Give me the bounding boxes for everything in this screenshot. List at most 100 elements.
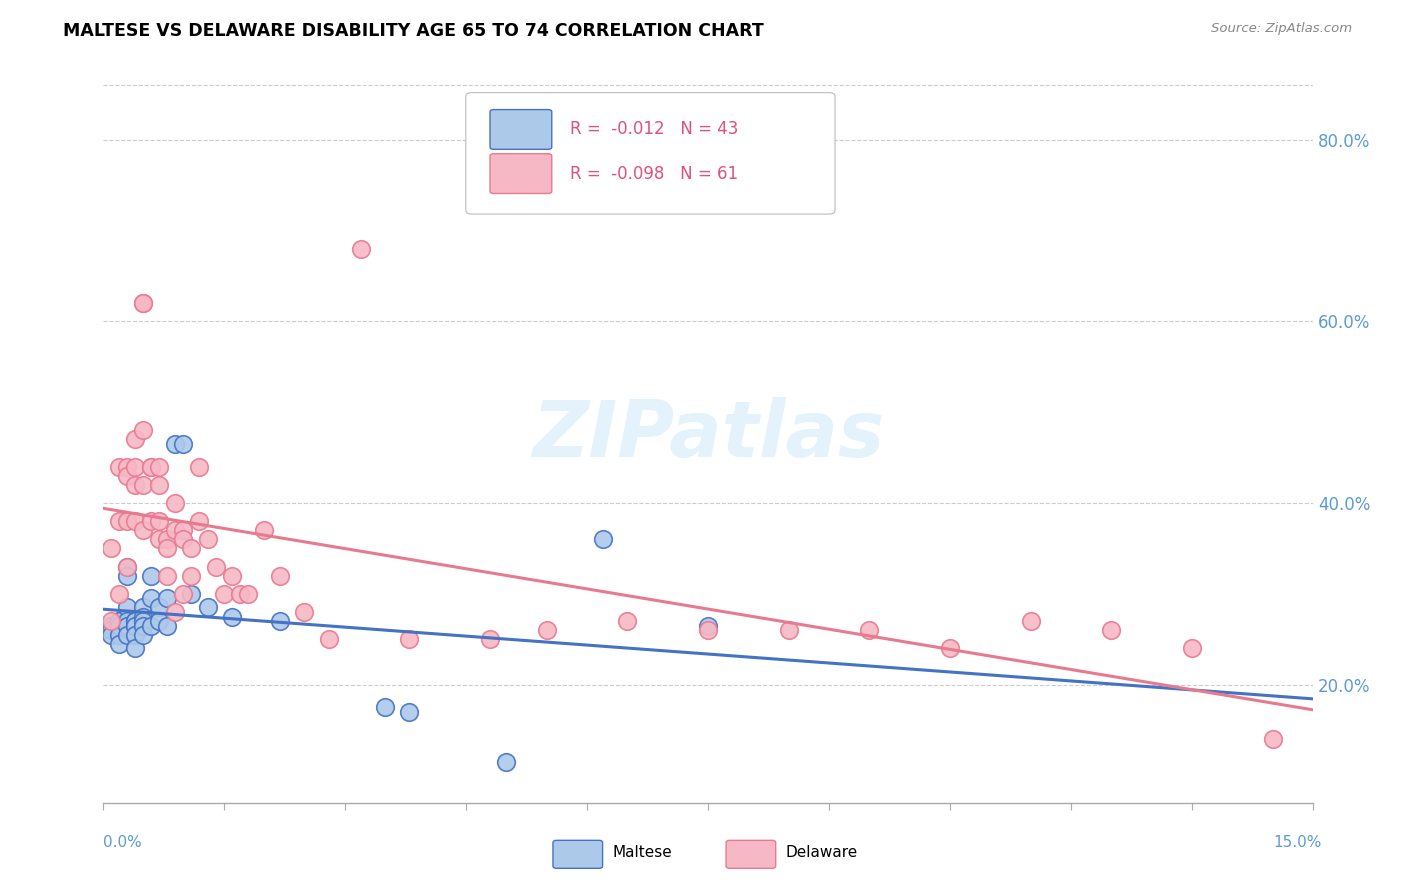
Point	[115, 559, 138, 574]
Point	[107, 618, 129, 632]
Text: ZIPatlas: ZIPatlas	[531, 397, 884, 473]
Point	[165, 496, 187, 510]
Point	[221, 609, 243, 624]
Point	[124, 614, 146, 628]
Point	[124, 514, 146, 528]
Point	[139, 591, 162, 606]
Point	[115, 514, 138, 528]
Point	[107, 459, 129, 474]
Point	[697, 618, 720, 632]
Point	[318, 632, 340, 647]
Point	[124, 433, 146, 447]
Point	[100, 628, 122, 642]
Point	[139, 618, 162, 632]
Text: R =  -0.098   N = 61: R = -0.098 N = 61	[569, 165, 738, 183]
Text: Maltese: Maltese	[612, 846, 672, 861]
Point	[139, 459, 162, 474]
Point	[132, 618, 155, 632]
Point	[212, 587, 235, 601]
Point	[148, 459, 170, 474]
Point	[939, 641, 962, 656]
Point	[1019, 614, 1042, 628]
Point	[172, 523, 194, 537]
Point	[132, 609, 155, 624]
FancyBboxPatch shape	[553, 840, 603, 868]
Point	[124, 459, 146, 474]
Point	[139, 568, 162, 582]
Point	[197, 533, 219, 547]
Point	[132, 478, 155, 492]
Point	[124, 478, 146, 492]
Point	[132, 296, 155, 310]
Point	[107, 614, 129, 628]
FancyBboxPatch shape	[491, 153, 551, 194]
Text: 0.0%: 0.0%	[103, 836, 142, 850]
Point	[124, 618, 146, 632]
Point	[592, 533, 614, 547]
Point	[172, 587, 194, 601]
Point	[132, 523, 155, 537]
Point	[180, 568, 202, 582]
Point	[253, 523, 276, 537]
Text: Delaware: Delaware	[786, 846, 858, 861]
Point	[1261, 732, 1284, 747]
Point	[115, 568, 138, 582]
Point	[132, 600, 155, 615]
FancyBboxPatch shape	[491, 110, 551, 149]
Point	[188, 514, 211, 528]
Point	[236, 587, 259, 601]
Text: Source: ZipAtlas.com: Source: ZipAtlas.com	[1212, 22, 1353, 36]
Point	[350, 242, 373, 256]
Point	[180, 541, 202, 556]
Point	[172, 437, 194, 451]
Point	[778, 623, 800, 637]
Point	[100, 623, 122, 637]
Point	[165, 605, 187, 619]
Point	[269, 614, 291, 628]
Point	[139, 459, 162, 474]
Point	[188, 459, 211, 474]
Point	[124, 618, 146, 632]
Point	[479, 632, 502, 647]
Text: MALTESE VS DELAWARE DISABILITY AGE 65 TO 74 CORRELATION CHART: MALTESE VS DELAWARE DISABILITY AGE 65 TO…	[63, 22, 763, 40]
Point	[100, 618, 122, 632]
Point	[139, 514, 162, 528]
Point	[221, 568, 243, 582]
Point	[398, 705, 420, 719]
Point	[107, 514, 129, 528]
Point	[115, 628, 138, 642]
Point	[115, 618, 138, 632]
Point	[172, 533, 194, 547]
Point	[148, 533, 170, 547]
Point	[115, 600, 138, 615]
Point	[294, 605, 316, 619]
Point	[107, 587, 129, 601]
Point	[132, 423, 155, 437]
Point	[165, 437, 187, 451]
Point	[148, 614, 170, 628]
Point	[115, 614, 138, 628]
Point	[132, 628, 155, 642]
Point	[156, 568, 179, 582]
Point	[132, 296, 155, 310]
Point	[132, 614, 155, 628]
FancyBboxPatch shape	[725, 840, 776, 868]
Point	[148, 600, 170, 615]
Point	[124, 641, 146, 656]
Point	[616, 614, 638, 628]
Point	[269, 568, 291, 582]
Point	[100, 541, 122, 556]
Point	[180, 587, 202, 601]
FancyBboxPatch shape	[465, 93, 835, 214]
Point	[115, 468, 138, 483]
Point	[165, 523, 187, 537]
Point	[1101, 623, 1123, 637]
Point	[204, 559, 226, 574]
Point	[536, 623, 558, 637]
Point	[1181, 641, 1204, 656]
Point	[124, 614, 146, 628]
Point	[107, 628, 129, 642]
Point	[398, 632, 420, 647]
Point	[107, 637, 129, 651]
Point	[115, 559, 138, 574]
